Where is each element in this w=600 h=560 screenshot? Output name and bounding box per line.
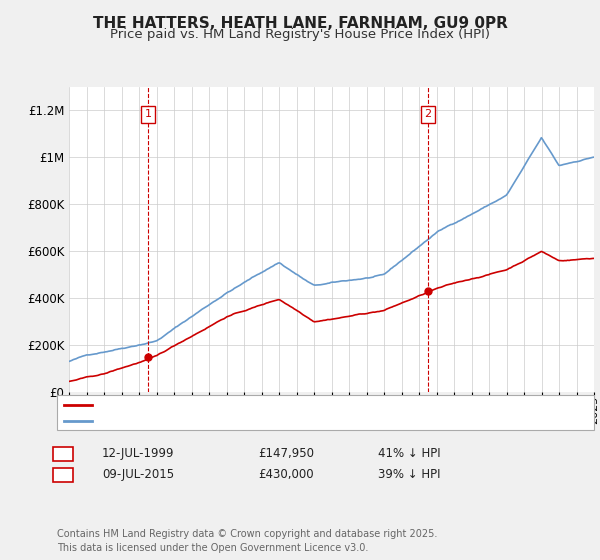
Text: THE HATTERS, HEATH LANE, FARNHAM, GU9 0PR: THE HATTERS, HEATH LANE, FARNHAM, GU9 0P… xyxy=(92,16,508,31)
Text: THE HATTERS, HEATH LANE, FARNHAM, GU9 0PR (detached house): THE HATTERS, HEATH LANE, FARNHAM, GU9 0P… xyxy=(98,398,491,411)
Text: 41% ↓ HPI: 41% ↓ HPI xyxy=(378,447,440,460)
Text: 2: 2 xyxy=(425,109,431,119)
Text: Price paid vs. HM Land Registry's House Price Index (HPI): Price paid vs. HM Land Registry's House … xyxy=(110,28,490,41)
Text: £147,950: £147,950 xyxy=(258,447,314,460)
Text: 09-JUL-2015: 09-JUL-2015 xyxy=(102,468,174,482)
Text: 2: 2 xyxy=(59,468,67,482)
Text: 1: 1 xyxy=(59,447,67,460)
Text: Contains HM Land Registry data © Crown copyright and database right 2025.
This d: Contains HM Land Registry data © Crown c… xyxy=(57,529,437,553)
Text: 1: 1 xyxy=(145,109,152,119)
Text: £430,000: £430,000 xyxy=(258,468,314,482)
Text: HPI: Average price, detached house, Waverley: HPI: Average price, detached house, Wave… xyxy=(98,414,371,427)
Text: 12-JUL-1999: 12-JUL-1999 xyxy=(102,447,175,460)
Text: 39% ↓ HPI: 39% ↓ HPI xyxy=(378,468,440,482)
